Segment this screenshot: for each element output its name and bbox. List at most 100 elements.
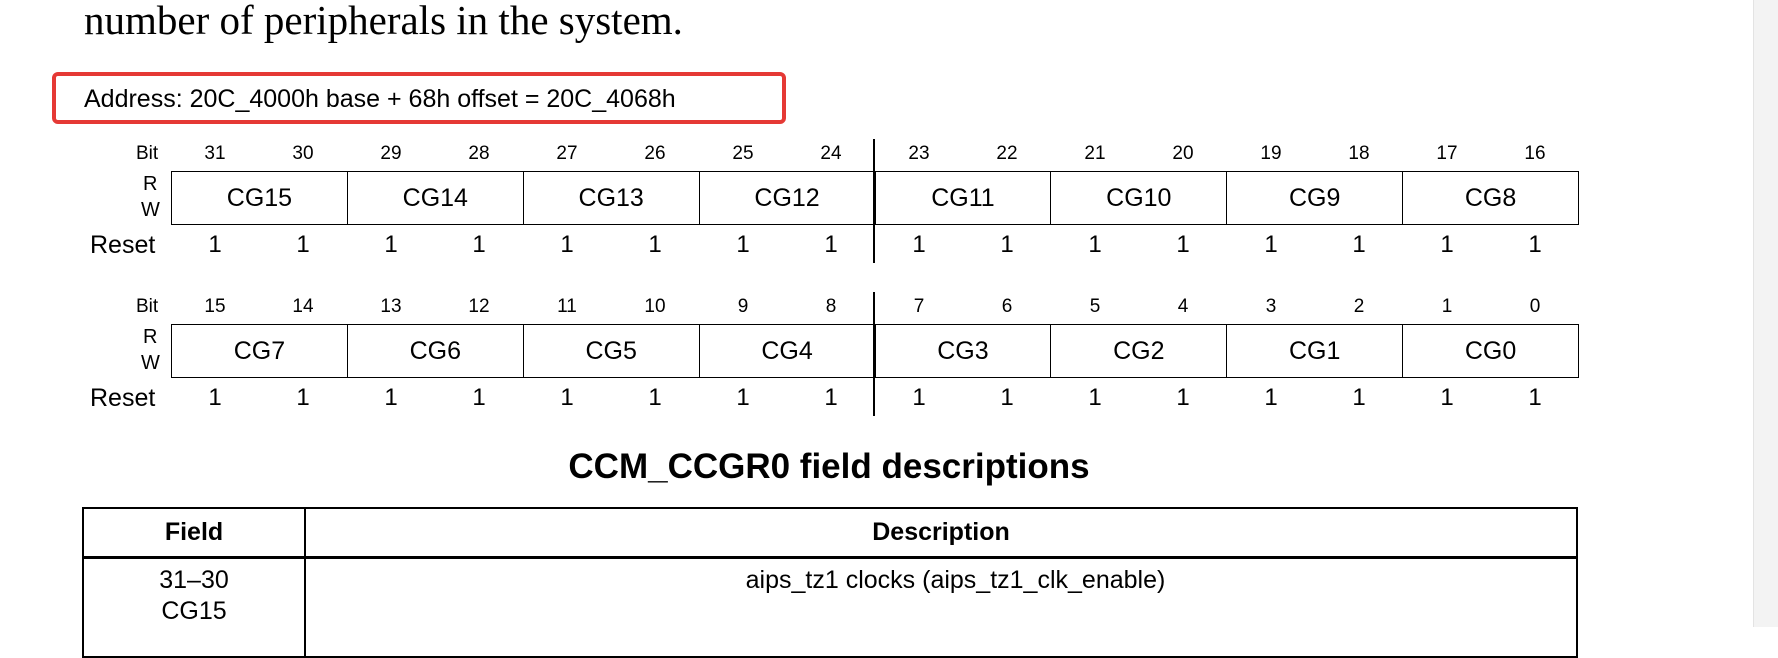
bit-number: 10: [644, 296, 666, 317]
bit-number: 16: [1524, 143, 1546, 164]
bit-number: 9: [737, 296, 749, 317]
register-field-cg9: CG9: [1227, 172, 1404, 224]
reset-value: 1: [208, 384, 222, 411]
field-name: CG15: [161, 597, 227, 626]
register-field-cg15: CG15: [172, 172, 348, 224]
write-label: W: [141, 352, 160, 374]
reset-value: 1: [1528, 231, 1542, 258]
bit-number: 1: [1441, 296, 1453, 317]
reset-value: 1: [736, 384, 750, 411]
field-description-table: Field Description 31–30 CG15 aips_tz1 cl…: [82, 507, 1578, 658]
reset-value: 1: [648, 231, 662, 258]
bit-number: 11: [557, 296, 577, 317]
reset-value: 1: [736, 231, 750, 258]
reset-value: 1: [1088, 384, 1102, 411]
reset-value: 1: [824, 231, 838, 258]
bit-number: 19: [1260, 143, 1282, 164]
reset-value: 1: [912, 384, 926, 411]
bit-number: 29: [380, 143, 402, 164]
bit-number: 5: [1089, 296, 1101, 317]
reset-label: Reset: [90, 384, 156, 412]
bit-number: 30: [292, 143, 314, 164]
half-word-divider: [873, 292, 875, 416]
register-field-cg12: CG12: [700, 172, 876, 224]
address-highlight-box: [52, 72, 786, 124]
register-address: Address: 20C_4000h base + 68h offset = 2…: [84, 85, 676, 113]
register-field-cg11: CG11: [876, 172, 1052, 224]
register-field-cg8: CG8: [1464, 183, 1517, 212]
bit-label: Bit: [136, 143, 159, 164]
register-field-cg5: CG5: [524, 325, 700, 377]
reset-value: 1: [560, 231, 574, 258]
reset-value: 1: [384, 384, 398, 411]
document-page: number of peripherals in the system. Add…: [52, 0, 1579, 658]
reset-label: Reset: [90, 231, 156, 259]
reset-value: 1: [472, 384, 486, 411]
read-label: R: [143, 173, 158, 195]
reset-value: 1: [648, 384, 662, 411]
field-bits: 31–30: [159, 566, 229, 594]
bit-number: 13: [380, 296, 402, 317]
reset-value: 1: [912, 231, 926, 258]
bit-number: 28: [468, 143, 490, 164]
register-field-cg7: CG7: [172, 325, 348, 377]
register-field-cg10: CG10: [1051, 172, 1228, 224]
reset-value: 1: [1088, 231, 1102, 258]
bit-label: Bit: [136, 296, 159, 317]
register-field-cg6: CG6: [348, 325, 524, 377]
column-header-field: Field: [82, 507, 306, 559]
reset-value: 1: [1264, 384, 1278, 411]
bit-number: 21: [1084, 143, 1106, 164]
bit-number: 23: [908, 143, 930, 164]
bit-number: 8: [825, 296, 837, 317]
scrollbar-track[interactable]: [1753, 0, 1778, 627]
reset-value: 1: [1264, 231, 1278, 258]
bit-number: 27: [556, 143, 578, 164]
bit-number: 22: [996, 143, 1018, 164]
table-title: CCM_CCGR0 field descriptions: [568, 447, 1090, 486]
read-label: R: [143, 326, 158, 348]
bit-number: 18: [1348, 143, 1370, 164]
bit-number: 26: [644, 143, 666, 164]
reset-value: 1: [472, 231, 486, 258]
bit-number: 12: [468, 296, 490, 317]
register-field-cg1: CG1: [1227, 325, 1404, 377]
half-word-divider: [873, 139, 875, 263]
bit-number: 17: [1436, 143, 1458, 164]
register-field-cg0: CG0: [1464, 336, 1517, 365]
register-field-cg2: CG2: [1051, 325, 1228, 377]
reset-value: 1: [1176, 231, 1190, 258]
reset-value: 1: [296, 384, 310, 411]
bit-number: 3: [1265, 296, 1277, 317]
reset-value: 1: [1352, 384, 1366, 411]
bit-number: 15: [204, 296, 226, 317]
reset-value: 1: [560, 384, 574, 411]
reset-value: 1: [1440, 384, 1454, 411]
description-cell: aips_tz1 clocks (aips_tz1_clk_enable): [304, 556, 1578, 658]
reset-value: 1: [1176, 384, 1190, 411]
reset-value: 1: [1440, 231, 1454, 258]
column-header-description: Description: [304, 507, 1578, 559]
reset-value: 1: [1000, 384, 1014, 411]
bit-number: 20: [1172, 143, 1194, 164]
bit-number: 2: [1353, 296, 1365, 317]
bit-number: 24: [820, 143, 842, 164]
bit-number: 7: [913, 296, 925, 317]
register-field-cg3: CG3: [876, 325, 1052, 377]
bit-number: 31: [204, 143, 226, 164]
reset-value: 1: [1528, 384, 1542, 411]
table-row: 31–30 CG15 aips_tz1 clocks (aips_tz1_clk…: [82, 556, 1578, 658]
register-field-cg4: CG4: [700, 325, 876, 377]
bit-number: 14: [292, 296, 314, 317]
table-header-row: Field Description: [82, 507, 1578, 559]
reset-value: 1: [1000, 231, 1014, 258]
register-field-cg13: CG13: [524, 172, 700, 224]
reset-value: 1: [1352, 231, 1366, 258]
reset-value: 1: [384, 231, 398, 258]
intro-text: number of peripherals in the system.: [84, 0, 683, 43]
reset-value: 1: [296, 231, 310, 258]
reset-value: 1: [824, 384, 838, 411]
write-label: W: [141, 199, 160, 221]
reset-value: 1: [208, 231, 222, 258]
bit-number: 25: [732, 143, 754, 164]
